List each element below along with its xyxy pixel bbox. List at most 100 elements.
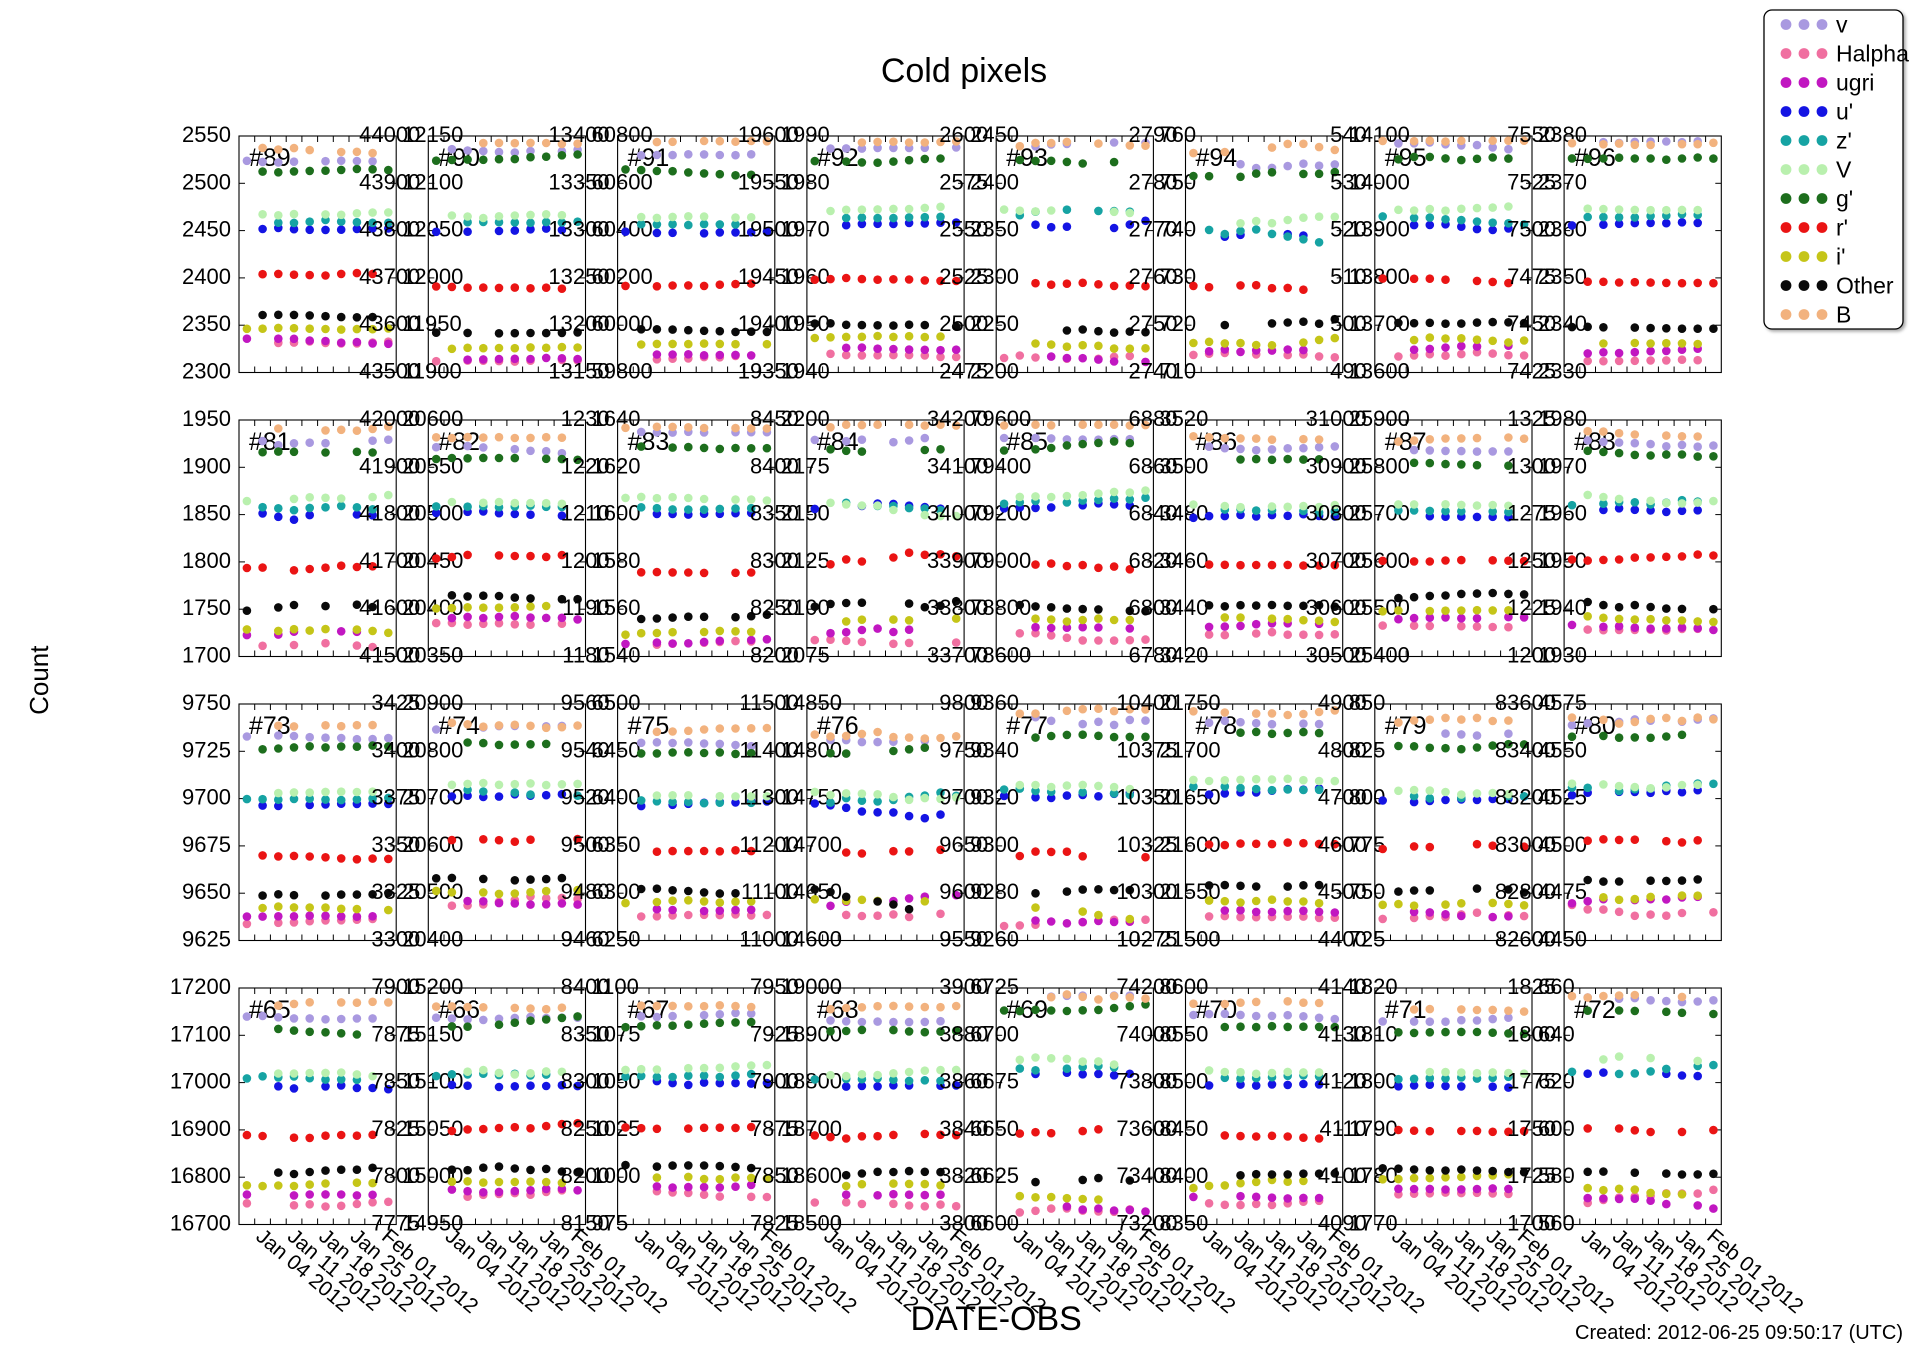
svg-text:7925: 7925 (750, 1021, 799, 1046)
svg-text:1825: 1825 (1507, 974, 1556, 999)
svg-text:9700: 9700 (182, 785, 231, 810)
svg-text:34000: 34000 (927, 501, 988, 526)
svg-text:1325: 1325 (1507, 406, 1556, 431)
svg-text:9540: 9540 (561, 737, 610, 762)
svg-text:2350: 2350 (182, 311, 231, 336)
svg-text:#95: #95 (1385, 144, 1427, 172)
svg-text:19450: 19450 (738, 264, 799, 289)
svg-text:2475: 2475 (939, 359, 988, 384)
svg-text:#71: #71 (1385, 996, 1427, 1024)
svg-text:8350: 8350 (750, 501, 799, 526)
svg-text:2770: 2770 (1129, 217, 1178, 242)
svg-text:1200: 1200 (1507, 643, 1556, 668)
svg-text:30900: 30900 (1306, 453, 1367, 478)
svg-text:10350: 10350 (1116, 785, 1177, 810)
svg-text:1725: 1725 (1507, 1163, 1556, 1188)
svg-text:6780: 6780 (1129, 643, 1178, 668)
svg-text:#90: #90 (438, 144, 480, 172)
svg-text:74000: 74000 (1116, 1021, 1177, 1046)
svg-text:30700: 30700 (1306, 548, 1367, 573)
svg-text:11000: 11000 (739, 927, 799, 952)
svg-text:1230: 1230 (561, 406, 610, 431)
svg-text:1800: 1800 (1507, 1021, 1556, 1046)
svg-text:9460: 9460 (561, 927, 610, 952)
svg-text:73800: 73800 (1116, 1069, 1177, 1094)
svg-text:2760: 2760 (1129, 264, 1178, 289)
svg-text:2780: 2780 (1129, 169, 1178, 194)
svg-text:4110: 4110 (1319, 1116, 1366, 1141)
svg-text:4100: 4100 (1318, 1163, 1367, 1188)
svg-text:31000: 31000 (1306, 406, 1367, 431)
svg-text:#79: #79 (1385, 712, 1427, 740)
svg-text:3325: 3325 (371, 879, 420, 904)
svg-text:#72: #72 (1574, 996, 1616, 1024)
svg-text:530: 530 (1330, 169, 1367, 194)
svg-text:4120: 4120 (1318, 1069, 1367, 1094)
svg-text:3880: 3880 (939, 1021, 988, 1046)
svg-text:#87: #87 (1385, 428, 1427, 456)
svg-text:1210: 1210 (561, 501, 610, 526)
svg-text:520: 520 (1330, 217, 1367, 242)
svg-text:4400: 4400 (1318, 927, 1367, 952)
svg-text:7850: 7850 (371, 1069, 420, 1094)
svg-text:#83: #83 (628, 428, 670, 456)
svg-text:10325: 10325 (1116, 832, 1177, 857)
svg-text:33800: 33800 (927, 595, 988, 620)
svg-text:4140: 4140 (1318, 974, 1367, 999)
svg-text:7900: 7900 (371, 974, 420, 999)
svg-text:#80: #80 (1574, 712, 1616, 740)
svg-text:7800: 7800 (371, 1163, 420, 1188)
svg-text:7950: 7950 (750, 974, 799, 999)
svg-text:2500: 2500 (939, 311, 988, 336)
svg-text:13300: 13300 (548, 217, 609, 242)
svg-text:41500: 41500 (359, 643, 420, 668)
svg-text:7425: 7425 (1507, 359, 1556, 384)
svg-text:11400: 11400 (739, 737, 799, 762)
svg-text:10300: 10300 (1116, 879, 1177, 904)
svg-text:#88: #88 (1574, 428, 1616, 456)
svg-text:g': g' (1836, 186, 1853, 212)
svg-text:9520: 9520 (561, 785, 610, 810)
svg-text:1900: 1900 (182, 453, 231, 478)
svg-text:43500: 43500 (359, 359, 420, 384)
svg-text:82800: 82800 (1495, 879, 1556, 904)
svg-text:7875: 7875 (371, 1021, 420, 1046)
svg-text:10400: 10400 (1116, 690, 1177, 715)
svg-text:8300: 8300 (561, 1069, 610, 1094)
svg-text:43600: 43600 (359, 311, 420, 336)
svg-text:2550: 2550 (182, 122, 231, 147)
svg-text:3840: 3840 (939, 1116, 988, 1141)
svg-text:3900: 3900 (939, 974, 988, 999)
svg-text:41700: 41700 (359, 548, 420, 573)
svg-text:V: V (1836, 157, 1852, 183)
svg-text:16900: 16900 (170, 1116, 231, 1141)
svg-text:8400: 8400 (750, 453, 799, 478)
svg-text:Count: Count (24, 645, 54, 715)
svg-text:#94: #94 (1196, 144, 1238, 172)
svg-text:Halpha: Halpha (1836, 41, 1909, 67)
svg-text:9650: 9650 (939, 832, 988, 857)
svg-text:4600: 4600 (1318, 832, 1367, 857)
svg-text:u': u' (1836, 99, 1853, 125)
svg-text:z': z' (1836, 128, 1852, 154)
svg-text:83600: 83600 (1495, 690, 1556, 715)
svg-text:83400: 83400 (1495, 737, 1556, 762)
svg-text:17100: 17100 (170, 1021, 231, 1046)
svg-text:34100: 34100 (927, 453, 988, 478)
svg-text:#96: #96 (1574, 144, 1616, 172)
svg-text:3860: 3860 (939, 1069, 988, 1094)
svg-text:1775: 1775 (1507, 1069, 1556, 1094)
svg-text:B: B (1836, 302, 1851, 328)
svg-text:#70: #70 (1196, 996, 1238, 1024)
svg-text:73400: 73400 (1116, 1163, 1177, 1188)
svg-text:19500: 19500 (738, 217, 799, 242)
svg-text:9700: 9700 (939, 785, 988, 810)
svg-text:6820: 6820 (1129, 548, 1178, 573)
svg-text:#89: #89 (249, 144, 291, 172)
svg-text:1275: 1275 (1507, 501, 1556, 526)
svg-text:#65: #65 (249, 996, 291, 1024)
svg-text:2575: 2575 (939, 169, 988, 194)
svg-text:1750: 1750 (1507, 1116, 1556, 1141)
svg-text:43800: 43800 (359, 217, 420, 242)
svg-text:2550: 2550 (939, 217, 988, 242)
